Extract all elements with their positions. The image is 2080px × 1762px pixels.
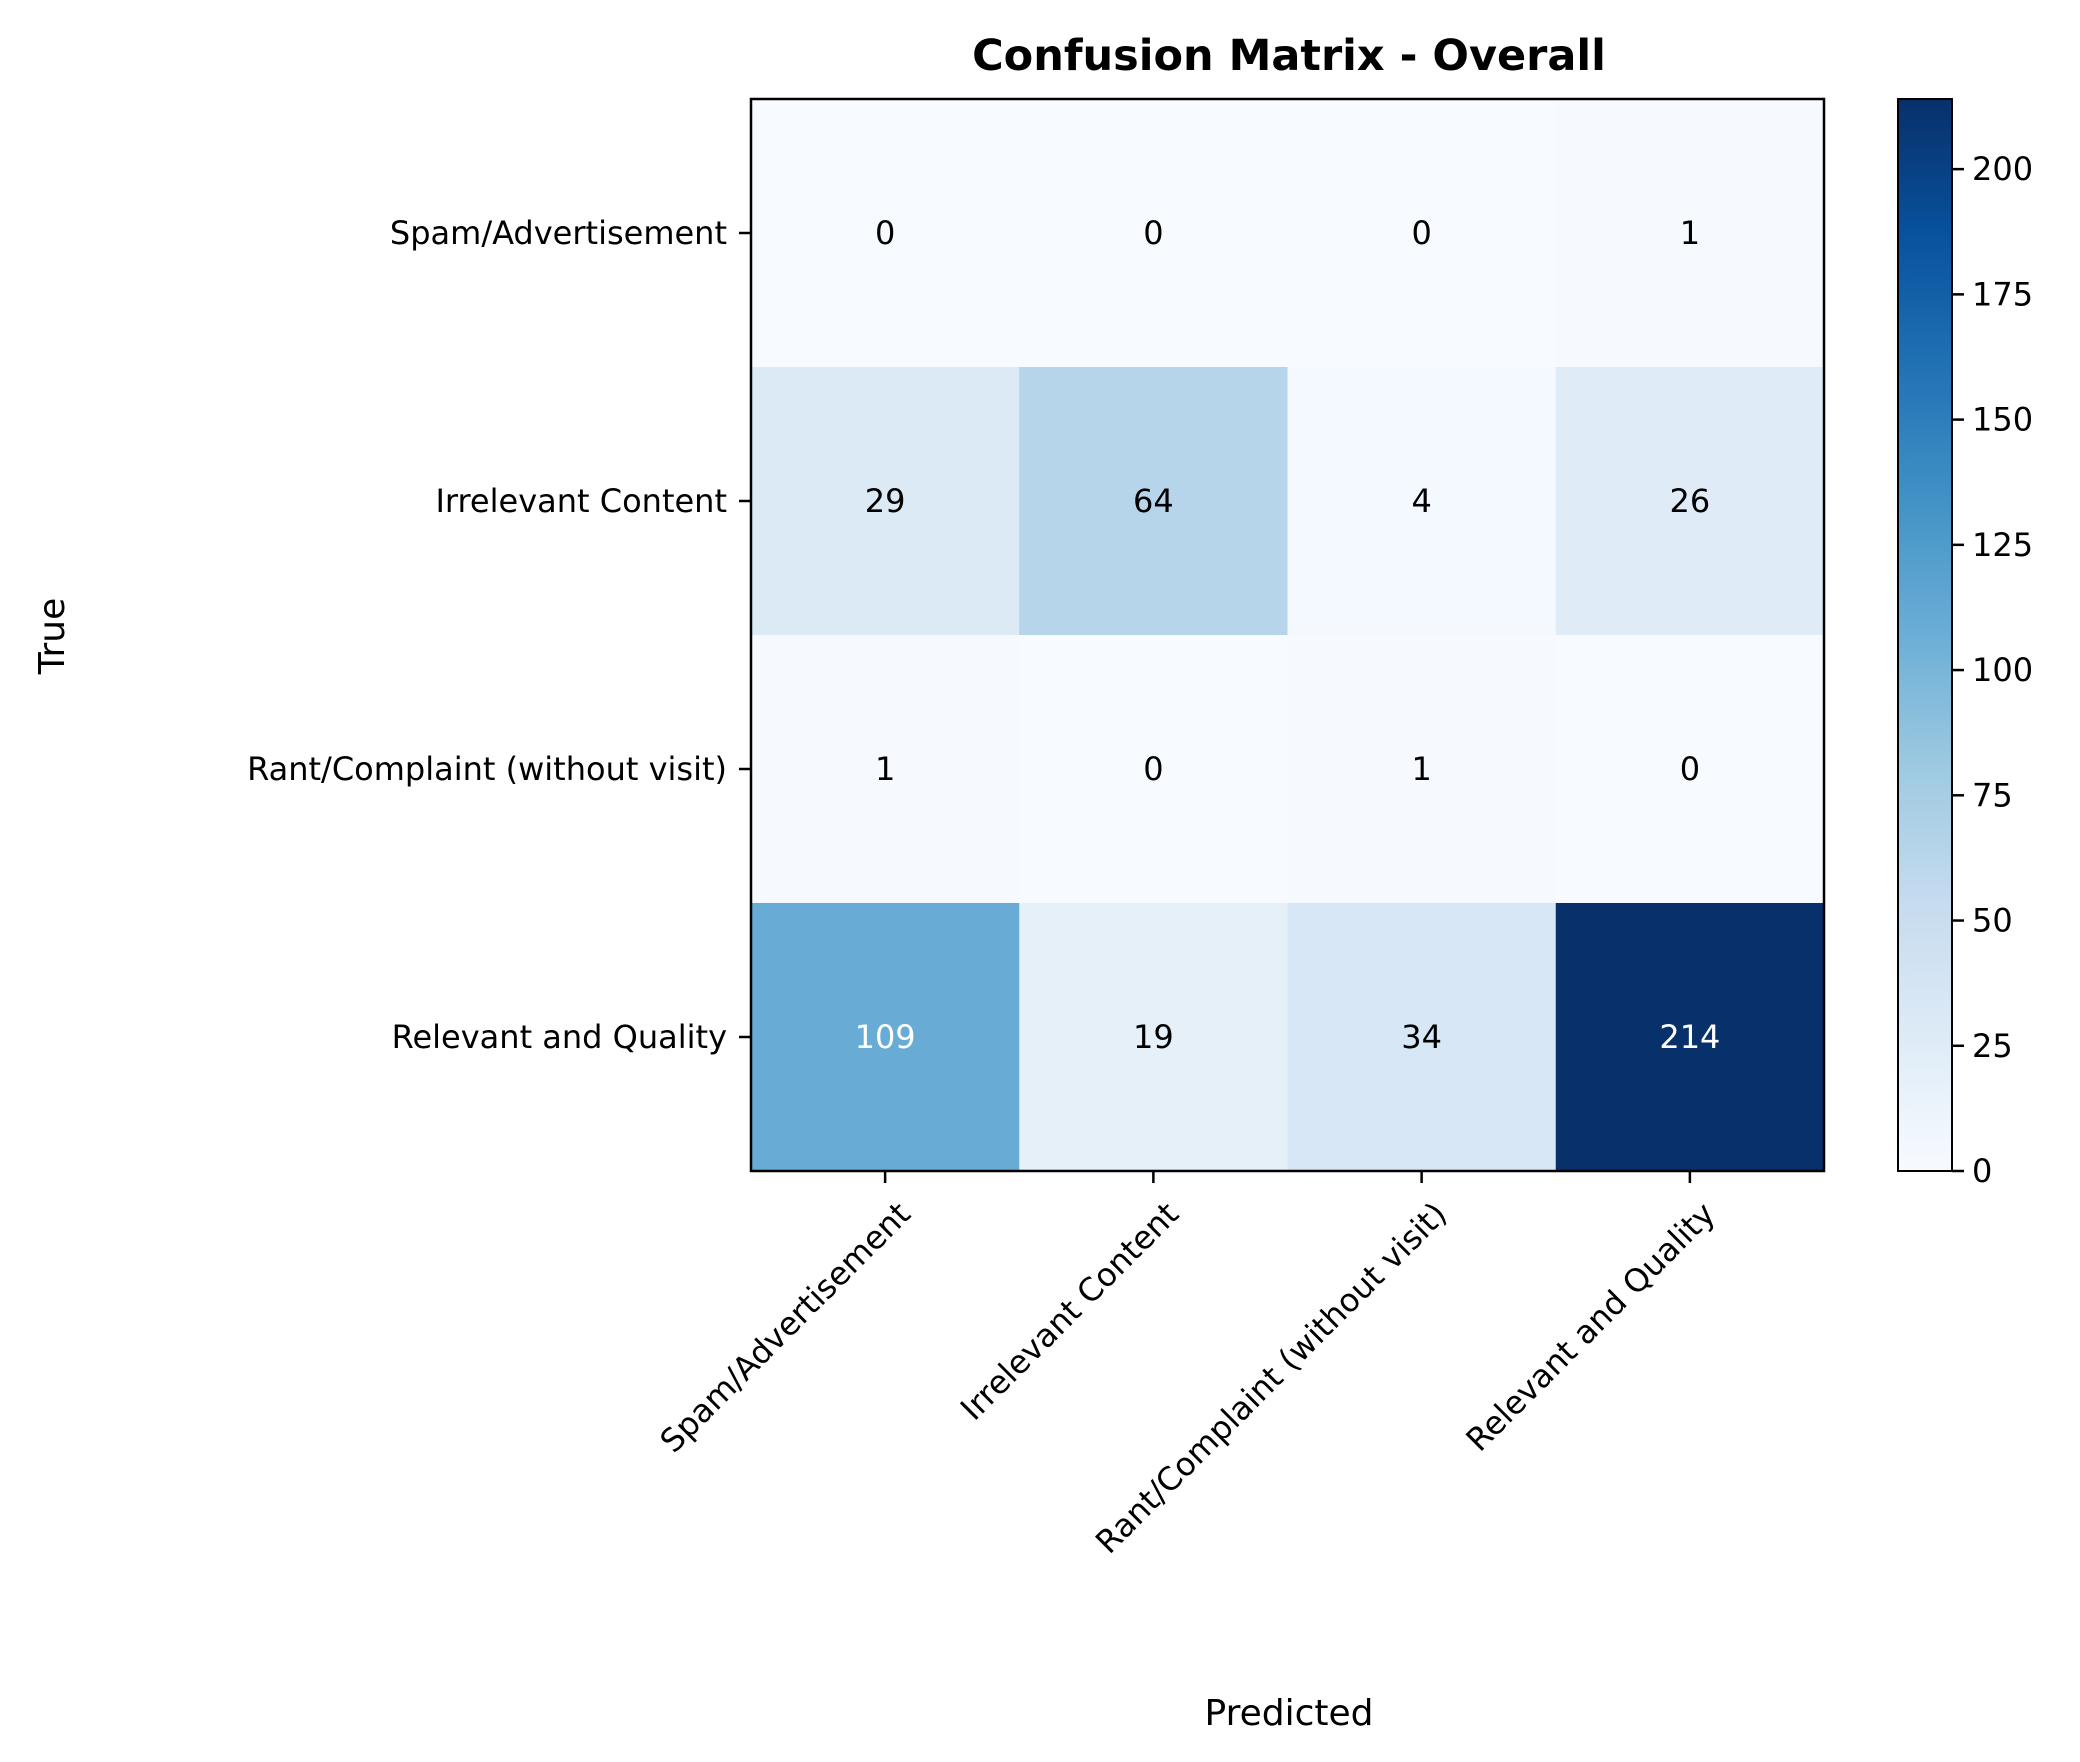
colorbar [1897, 98, 1953, 1172]
cell-r0-c1 [1019, 99, 1288, 368]
cell-r3-c1 [1019, 903, 1288, 1172]
y-tick-label-1: Irrelevant Content [435, 482, 727, 520]
cell-value-r1-c0: 29 [865, 482, 906, 520]
cell-r2-c1 [1019, 635, 1288, 904]
cell-r1-c2 [1287, 367, 1557, 636]
colorbar-ticks: 0 25 50 75 100 125 150 175 200 [1952, 150, 2033, 1190]
colorbar-tick-label-7: 175 [1972, 275, 2033, 313]
colorbar-tick-label-4: 100 [1972, 651, 2033, 689]
cell-r2-c3 [1555, 635, 1825, 904]
colorbar-tick-label-8: 200 [1972, 150, 2033, 188]
cell-r1-c1 [1019, 367, 1288, 636]
colorbar-tick-label-5: 125 [1972, 526, 2033, 564]
chart-title: Confusion Matrix - Overall [972, 31, 1606, 81]
colorbar-tick-label-0: 0 [1972, 1152, 1992, 1190]
x-axis-ticks: Spam/Advertisement Irrelevant ContentRant… [653, 1171, 1723, 1561]
x-tick-label-3: Relevant and Quality [1459, 1195, 1723, 1459]
y-axis-ticks: Spam/Advertisement Irrelevant Content Rant… [247, 214, 751, 1056]
colorbar-tick-label-1: 25 [1972, 1027, 2013, 1065]
cell-r3-c2 [1287, 903, 1557, 1172]
cell-r2-c0 [751, 635, 1020, 904]
cell-value-r2-c2: 1 [1411, 750, 1431, 788]
y-tick-label-0: Spam/Advertisement [390, 214, 727, 252]
y-axis-label: True [32, 598, 73, 675]
plot-frame [749, 97, 1826, 1173]
cell-r0-c2 [1287, 99, 1557, 368]
cell-value-r2-c0: 1 [875, 750, 895, 788]
heatmap-cells [751, 99, 1825, 1172]
cell-r0-c3 [1555, 99, 1825, 368]
cell-value-r1-c1: 64 [1133, 482, 1174, 520]
cell-value-r1-c3: 26 [1670, 482, 1711, 520]
x-tick-label-0: Spam/Advertisement [653, 1195, 918, 1460]
cell-value-r0-c1: 0 [1143, 214, 1163, 252]
cell-value-r2-c1: 0 [1143, 750, 1163, 788]
cell-r3-c0 [751, 903, 1020, 1172]
cell-value-r0-c2: 0 [1411, 214, 1431, 252]
cell-value-r3-c1: 19 [1133, 1018, 1174, 1056]
cell-r2-c2 [1287, 635, 1557, 904]
colorbar-tick-label-3: 75 [1972, 776, 2013, 814]
cell-value-r3-c3: 214 [1659, 1018, 1720, 1056]
cell-value-r3-c0: 109 [855, 1018, 916, 1056]
y-tick-label-3: Relevant and Quality [392, 1018, 727, 1056]
cell-r1-c0 [751, 367, 1020, 636]
x-axis-label: Predicted [1205, 1693, 1374, 1734]
cell-r1-c3 [1555, 367, 1825, 636]
colorbar-tick-label-2: 50 [1972, 902, 2013, 940]
cell-value-r0-c0: 0 [875, 214, 895, 252]
cell-value-r2-c3: 0 [1680, 750, 1700, 788]
cell-value-r3-c2: 34 [1401, 1018, 1442, 1056]
cell-r3-c3 [1555, 903, 1825, 1172]
heatmap-cell-labels: 0 0 0 1 29 64 4 26 1 0 1 0 109 19 34 214 [855, 214, 1721, 1056]
cell-value-r1-c2: 4 [1411, 482, 1431, 520]
colorbar-tick-label-6: 150 [1972, 401, 2033, 439]
x-tick-label-1: Irrelevant Content [953, 1195, 1186, 1428]
cell-value-r0-c3: 1 [1680, 214, 1700, 252]
y-tick-label-2: Rant/Complaint (without visit) [247, 750, 727, 788]
cell-r0-c0 [751, 99, 1020, 368]
